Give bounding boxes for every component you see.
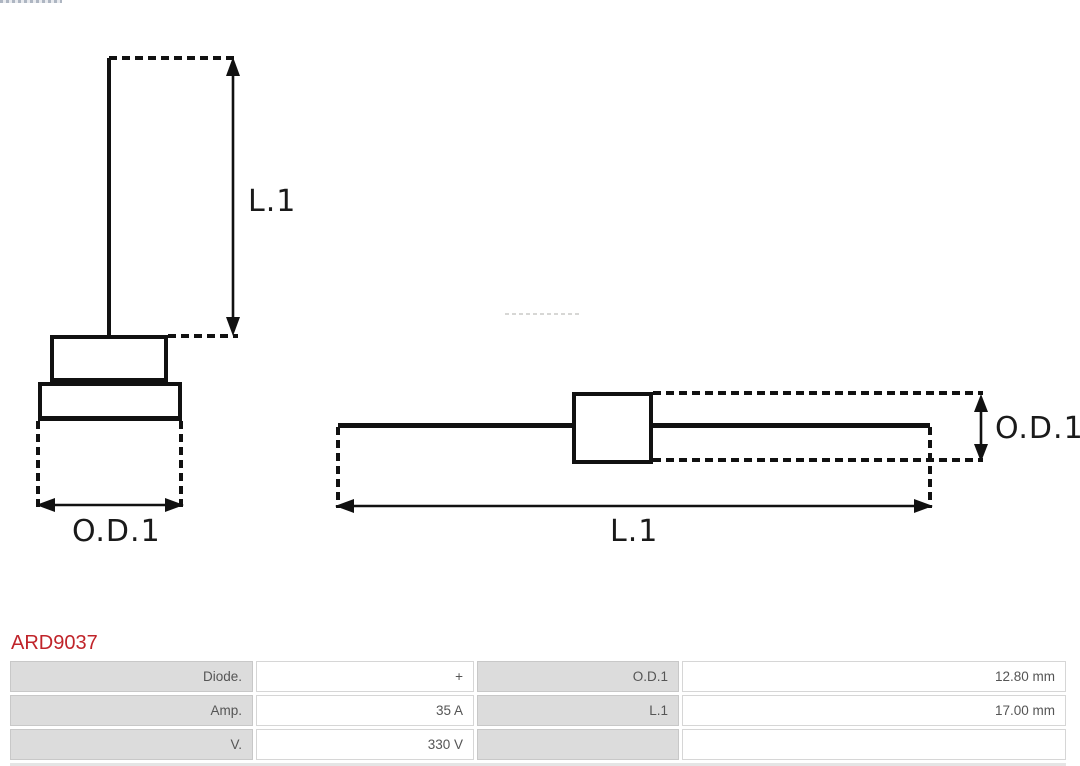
left-diode-body-bottom [38,382,182,421]
spec-label-amp: Amp. [10,695,253,726]
left-diameter-extension-left [36,421,40,509]
right-length-dimension-arrow [335,499,933,513]
spec-label-od1: O.D.1 [477,661,679,692]
spec-value-l1: 17.00 mm [682,695,1066,726]
left-length-dimension-arrow [226,57,240,336]
right-length-extension-left [336,427,340,508]
spec-label-voltage: V. [10,729,253,760]
right-diode-lead-left [338,423,572,428]
top-left-artifact-line [0,0,62,3]
spec-value-diode: + [256,661,474,692]
left-body-extension-dashed-line [168,334,238,338]
spec-value-voltage: 330 V [256,729,474,760]
table-row: V. 330 V [10,729,1066,760]
right-length-label: L.1 [610,514,659,549]
left-length-label: L.1 [248,184,297,219]
left-diameter-extension-right [179,421,183,509]
left-diameter-dimension-arrow [36,498,184,512]
spec-value-od1: 12.80 mm [682,661,1066,692]
right-diameter-extension-bottom [653,458,983,462]
left-diode-lead-wire [107,58,111,337]
right-diode-lead-right [653,423,930,428]
table-row: Amp. 35 A L.1 17.00 mm [10,695,1066,726]
left-diameter-label: O.D.1 [72,514,161,549]
spec-label-l1: L.1 [477,695,679,726]
faint-watermark-line [505,313,581,315]
right-diameter-dimension-arrow [974,394,988,462]
right-diameter-extension-top [653,391,983,395]
left-top-extension-dashed-line [109,56,237,60]
right-length-extension-right [928,427,932,508]
clipped-next-row-strip [10,763,1066,766]
right-diode-body [572,392,653,464]
spec-label-diode: Diode. [10,661,253,692]
right-diameter-label: O.D.1 [995,411,1080,446]
spec-value-amp: 35 A [256,695,474,726]
left-diode-body-top [50,335,168,382]
table-row: Diode. + O.D.1 12.80 mm [10,661,1066,692]
part-number: ARD9037 [11,632,98,654]
spec-table: Diode. + O.D.1 12.80 mm Amp. 35 A L.1 17… [10,661,1066,763]
spec-label-empty [477,729,679,760]
spec-value-empty [682,729,1066,760]
